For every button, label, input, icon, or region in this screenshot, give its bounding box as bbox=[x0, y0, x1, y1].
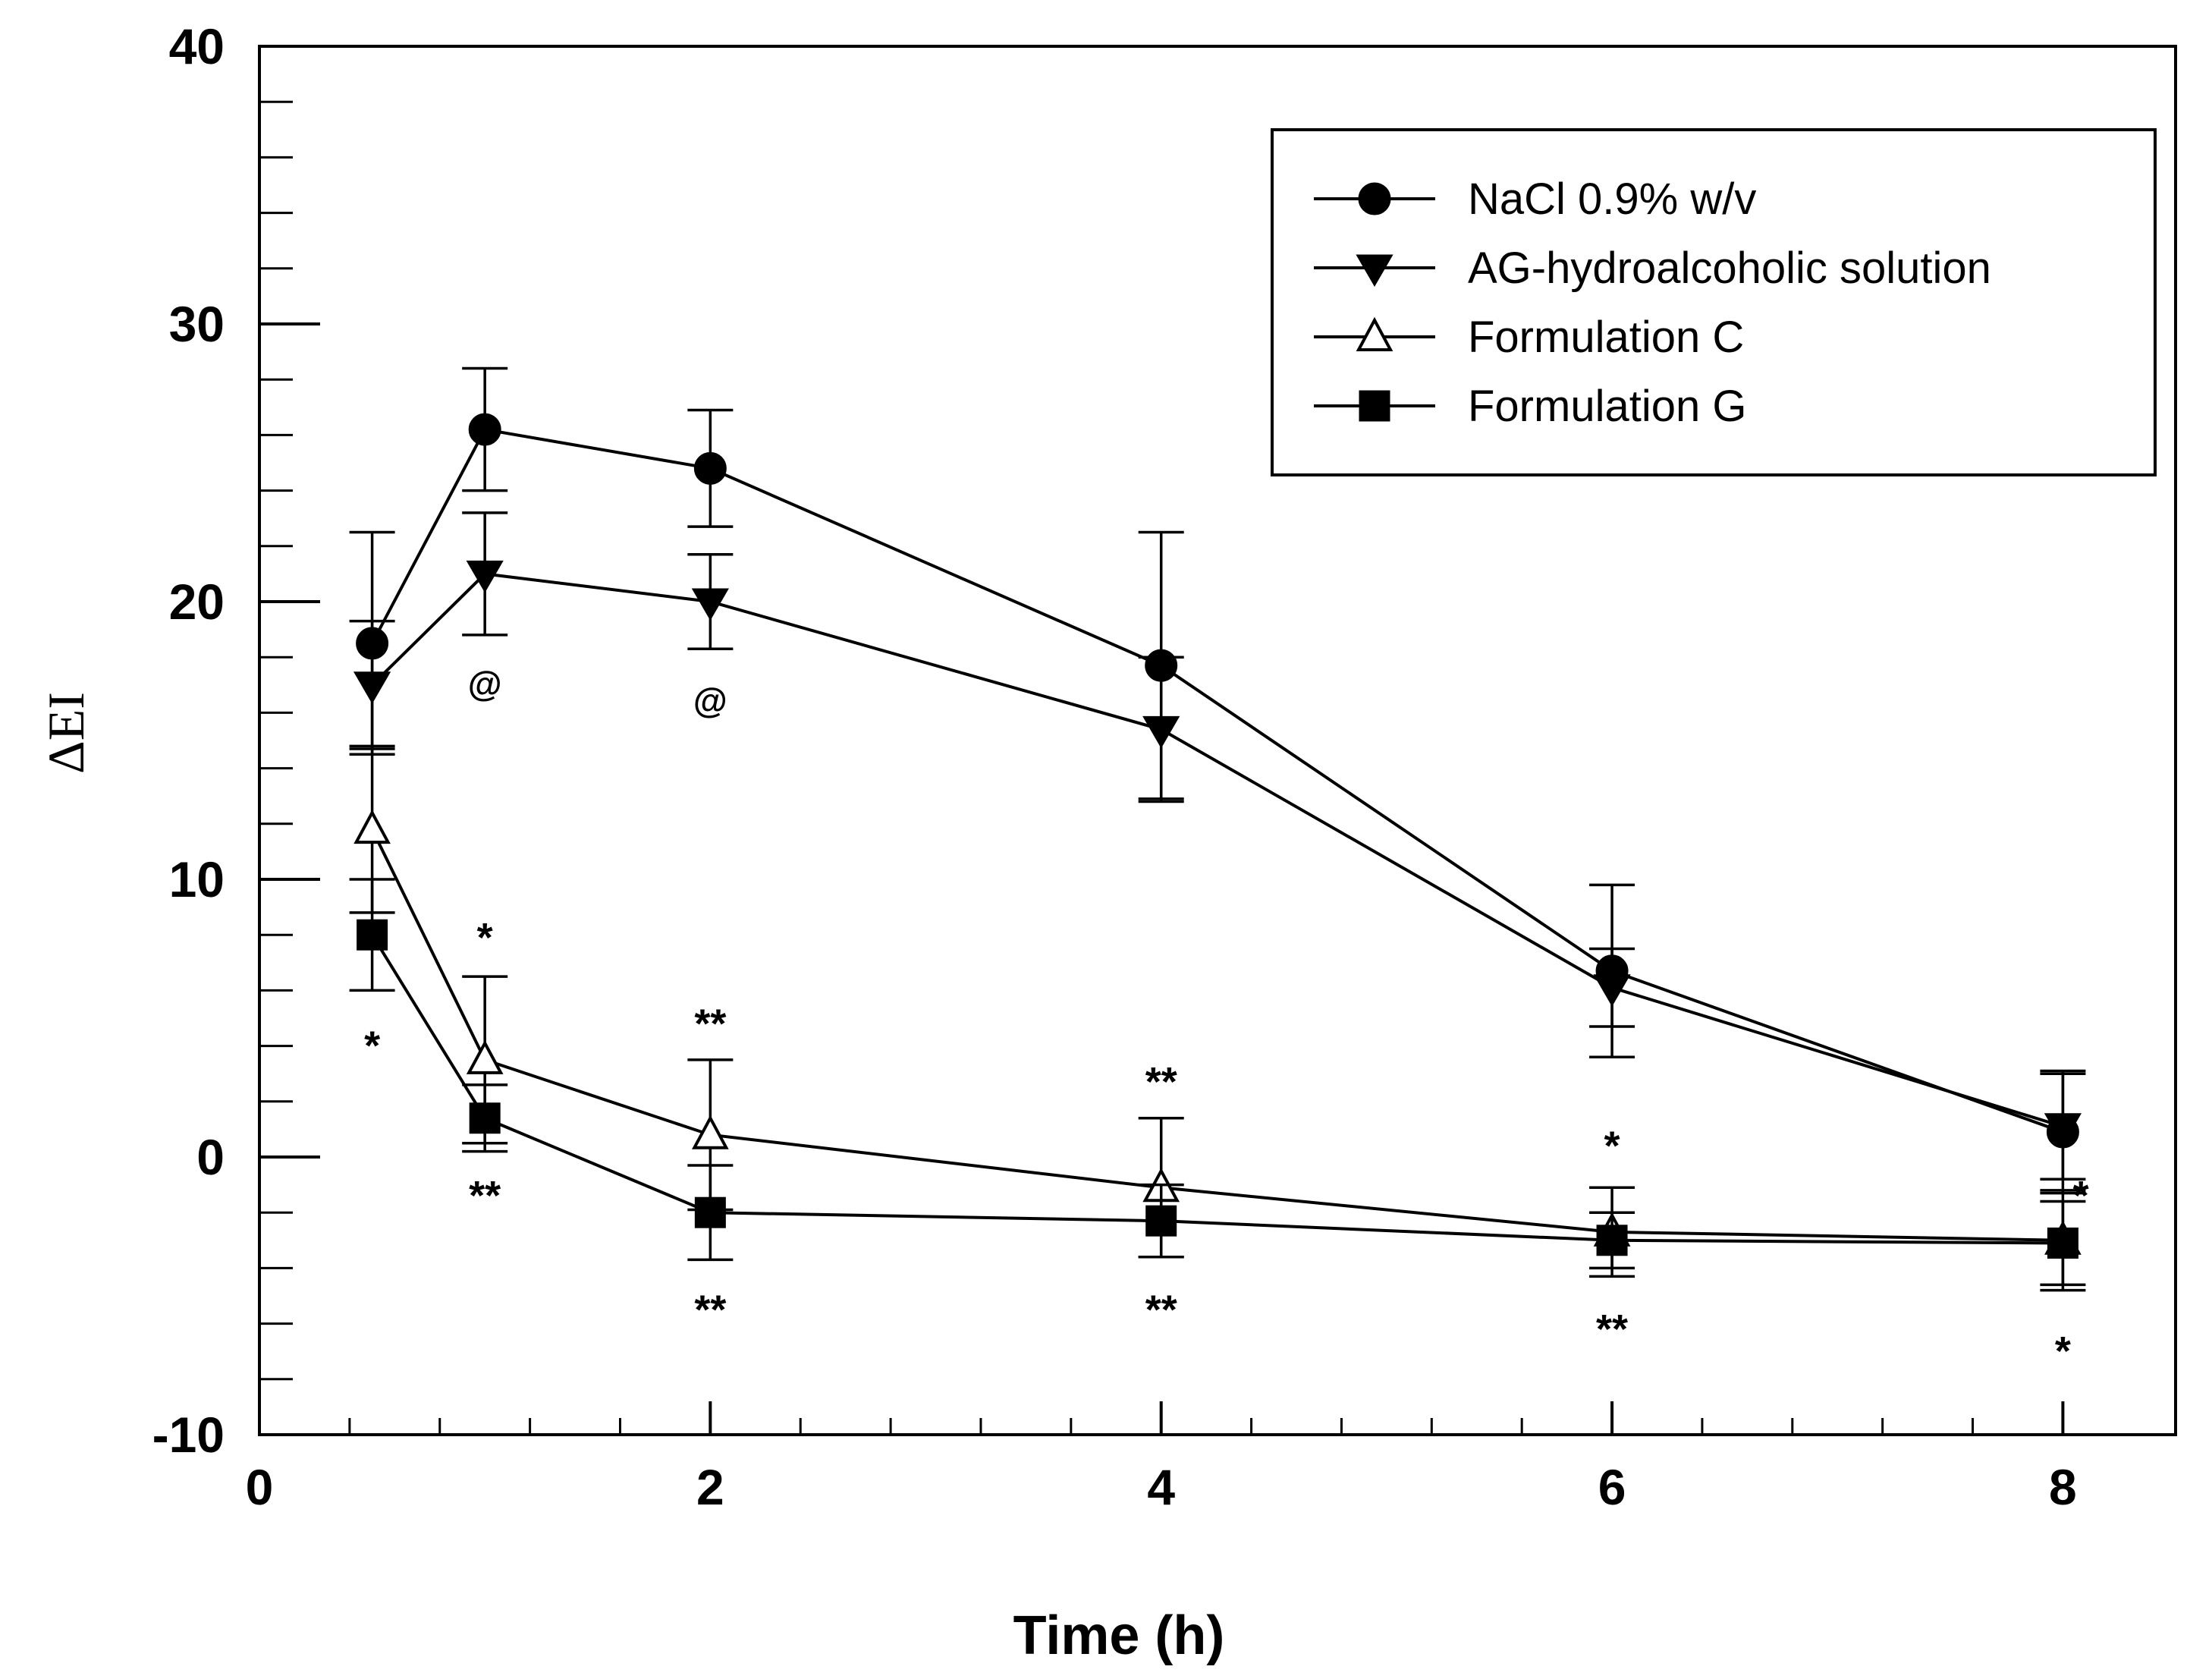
data-point bbox=[353, 671, 391, 704]
series-0 bbox=[349, 366, 2086, 1195]
data-point bbox=[469, 1102, 501, 1134]
series-line bbox=[370, 427, 2064, 1133]
x-tick-label: 4 bbox=[1147, 1459, 1175, 1515]
data-point bbox=[1142, 715, 1180, 749]
data-point bbox=[692, 1115, 729, 1149]
data-point bbox=[466, 560, 504, 593]
plot-frame bbox=[258, 45, 2177, 1436]
legend-marker bbox=[1356, 254, 1393, 287]
significance-marker: ** bbox=[694, 1287, 726, 1332]
y-tick-label: 40 bbox=[169, 18, 225, 74]
significance-marker: * bbox=[2073, 1173, 2089, 1218]
legend-label: Formulation C bbox=[1468, 313, 1744, 362]
data-point bbox=[468, 413, 501, 446]
significance-marker: * bbox=[1604, 1123, 1620, 1168]
data-point bbox=[1145, 1205, 1177, 1237]
data-point bbox=[2047, 1227, 2078, 1259]
legend: NaCl 0.9% w/v AG-hydroalcoholic solution F… bbox=[1271, 128, 2157, 476]
y-axis-title: ΔEI bbox=[37, 692, 95, 774]
series-3 bbox=[349, 878, 2086, 1287]
legend-entry: NaCl 0.9% w/v bbox=[1314, 175, 1756, 224]
series-1 bbox=[349, 511, 2086, 1181]
data-point bbox=[691, 588, 729, 621]
x-tick-label: 6 bbox=[1598, 1459, 1626, 1515]
significance-marker: * bbox=[364, 1023, 380, 1069]
data-point bbox=[466, 1039, 504, 1074]
significance-marker: * bbox=[2055, 1328, 2071, 1374]
significance-marker: * bbox=[477, 915, 493, 961]
annotations: @ @***************** bbox=[364, 664, 2089, 1374]
data-point bbox=[357, 919, 388, 951]
data-point bbox=[353, 809, 391, 844]
series-line bbox=[371, 572, 2064, 1128]
legend-entry: Formulation G bbox=[1314, 382, 1746, 431]
significance-marker: ** bbox=[1145, 1059, 1177, 1105]
significance-marker: @ bbox=[468, 664, 502, 703]
legend-label: Formulation G bbox=[1468, 382, 1746, 431]
legend-label: NaCl 0.9% w/v bbox=[1468, 175, 1756, 224]
significance-marker: ** bbox=[1145, 1287, 1177, 1332]
series-line bbox=[370, 828, 2063, 1242]
legend-entry: AG-hydroalcoholic solution bbox=[1314, 244, 1991, 293]
significance-marker: ** bbox=[1596, 1306, 1628, 1352]
y-tick-label: 30 bbox=[169, 296, 225, 352]
x-tick-label: 8 bbox=[2049, 1459, 2077, 1515]
legend-label: AG-hydroalcoholic solution bbox=[1468, 244, 1991, 293]
y-tick-label: 20 bbox=[169, 574, 225, 630]
series-line bbox=[370, 934, 2063, 1245]
data-point bbox=[693, 451, 727, 485]
significance-marker: ** bbox=[469, 1173, 501, 1218]
x-axis-title: Time (h) bbox=[1013, 1605, 1225, 1666]
legend-entry: Formulation C bbox=[1314, 313, 1744, 362]
x-tick-label: 2 bbox=[696, 1459, 724, 1515]
significance-marker: ** bbox=[694, 1001, 726, 1046]
legend-marker bbox=[1359, 390, 1390, 422]
data-point bbox=[694, 1196, 726, 1228]
legend-box bbox=[1271, 128, 2157, 476]
x-tick-label: 0 bbox=[246, 1459, 274, 1515]
axes: 0 2 4 6 8 -10 0 10 20 30 40 bbox=[152, 18, 2077, 1515]
legend-marker bbox=[1358, 182, 1391, 215]
y-tick-label: -10 bbox=[152, 1407, 225, 1463]
y-tick-label: 0 bbox=[196, 1129, 225, 1185]
data-point bbox=[1596, 1225, 1628, 1256]
data-point bbox=[1593, 974, 1631, 1007]
significance-marker: @ bbox=[693, 681, 727, 720]
data-point bbox=[2044, 1113, 2082, 1146]
legend-marker bbox=[1356, 316, 1393, 351]
series-2 bbox=[349, 744, 2086, 1292]
series-layer bbox=[349, 366, 2086, 1292]
y-tick-label: 10 bbox=[169, 851, 225, 907]
